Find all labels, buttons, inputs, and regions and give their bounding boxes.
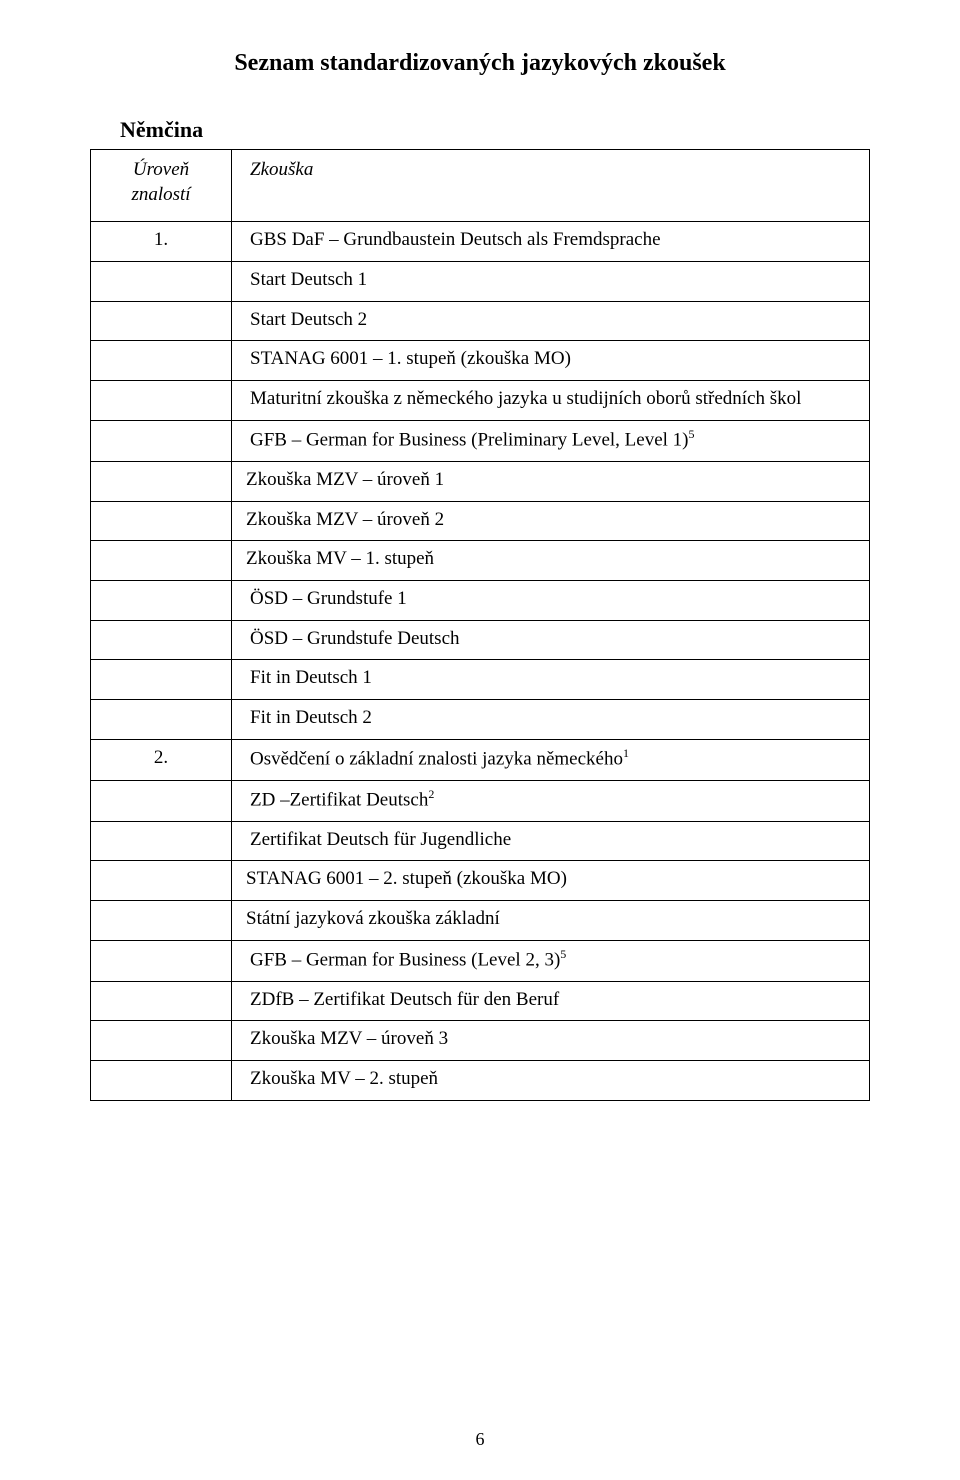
cell-text: Zkouška MZV – úroveň 2 bbox=[232, 501, 870, 541]
cell-text: Start Deutsch 1 bbox=[232, 262, 870, 302]
cell-text: Zkouška MZV – úroveň 1 bbox=[232, 461, 870, 501]
table-row: ÖSD – Grundstufe Deutsch bbox=[91, 620, 870, 660]
cell-text: GBS DaF – Grundbaustein Deutsch als Frem… bbox=[232, 222, 870, 262]
cell-text-inner: ZD –Zertifikat Deutsch bbox=[250, 789, 428, 810]
page-number: 6 bbox=[0, 1429, 960, 1450]
group1-num: 1. bbox=[91, 222, 232, 262]
empty-cell bbox=[91, 901, 232, 941]
table-row: GFB – German for Business (Level 2, 3)5 bbox=[91, 940, 870, 981]
empty-cell bbox=[91, 780, 232, 821]
superscript-5b: 5 bbox=[560, 947, 566, 961]
page-title: Seznam standardizovaných jazykových zkou… bbox=[90, 50, 870, 77]
empty-cell bbox=[91, 660, 232, 700]
table-row: STANAG 6001 – 2. stupeň (zkouška MO) bbox=[91, 861, 870, 901]
header-left-line1: Úroveň bbox=[133, 159, 189, 180]
exams-table: Úroveň znalostí Zkouška 1. GBS DaF – Gru… bbox=[90, 149, 870, 1101]
empty-cell bbox=[91, 940, 232, 981]
empty-cell bbox=[91, 501, 232, 541]
table-row: STANAG 6001 – 1. stupeň (zkouška MO) bbox=[91, 341, 870, 381]
cell-text: GFB – German for Business (Level 2, 3)5 bbox=[232, 940, 870, 981]
header-left: Úroveň znalostí bbox=[91, 150, 232, 222]
table-row: Státní jazyková zkouška základní bbox=[91, 901, 870, 941]
cell-text: GFB – German for Business (Preliminary L… bbox=[232, 420, 870, 461]
table-row: 2. Osvědčení o základní znalosti jazyka … bbox=[91, 739, 870, 780]
cell-text: Fit in Deutsch 2 bbox=[232, 699, 870, 739]
empty-cell bbox=[91, 620, 232, 660]
table-row: Fit in Deutsch 1 bbox=[91, 660, 870, 700]
header-right: Zkouška bbox=[232, 150, 870, 222]
empty-cell bbox=[91, 420, 232, 461]
table-row: Zkouška MZV – úroveň 3 bbox=[91, 1021, 870, 1061]
table-row: Zkouška MZV – úroveň 2 bbox=[91, 501, 870, 541]
cell-text: ZD –Zertifikat Deutsch2 bbox=[232, 780, 870, 821]
header-left-line2: znalostí bbox=[131, 184, 190, 205]
cell-text: ÖSD – Grundstufe Deutsch bbox=[232, 620, 870, 660]
table-row: Fit in Deutsch 2 bbox=[91, 699, 870, 739]
empty-cell bbox=[91, 1061, 232, 1101]
empty-cell bbox=[91, 1021, 232, 1061]
cell-text-inner: Osvědčení o základní znalosti jazyka něm… bbox=[250, 748, 623, 769]
empty-cell bbox=[91, 341, 232, 381]
table-row: 1. GBS DaF – Grundbaustein Deutsch als F… bbox=[91, 222, 870, 262]
empty-cell bbox=[91, 821, 232, 861]
table-header-row: Úroveň znalostí Zkouška bbox=[91, 150, 870, 222]
header-right-label: Zkouška bbox=[250, 159, 313, 180]
table-row: ÖSD – Grundstufe 1 bbox=[91, 580, 870, 620]
table-row: ZD –Zertifikat Deutsch2 bbox=[91, 780, 870, 821]
cell-text: Zkouška MV – 1. stupeň bbox=[232, 541, 870, 581]
cell-text: STANAG 6001 – 1. stupeň (zkouška MO) bbox=[232, 341, 870, 381]
superscript-1: 1 bbox=[623, 746, 629, 760]
cell-text: Státní jazyková zkouška základní bbox=[232, 901, 870, 941]
table-row: GFB – German for Business (Preliminary L… bbox=[91, 420, 870, 461]
cell-text: Osvědčení o základní znalosti jazyka něm… bbox=[232, 739, 870, 780]
table-row: Zkouška MV – 1. stupeň bbox=[91, 541, 870, 581]
cell-text-inner: GFB – German for Business (Preliminary L… bbox=[250, 429, 688, 450]
table-row: Start Deutsch 2 bbox=[91, 301, 870, 341]
section-label: Němčina bbox=[120, 117, 870, 143]
table-row: Zkouška MV – 2. stupeň bbox=[91, 1061, 870, 1101]
table-row: ZDfB – Zertifikat Deutsch für den Beruf bbox=[91, 981, 870, 1021]
superscript-5: 5 bbox=[688, 427, 694, 441]
cell-text: ÖSD – Grundstufe 1 bbox=[232, 580, 870, 620]
empty-cell bbox=[91, 580, 232, 620]
cell-text: Start Deutsch 2 bbox=[232, 301, 870, 341]
empty-cell bbox=[91, 381, 232, 421]
empty-cell bbox=[91, 301, 232, 341]
cell-text: ZDfB – Zertifikat Deutsch für den Beruf bbox=[232, 981, 870, 1021]
cell-text-inner: GFB – German for Business (Level 2, 3) bbox=[250, 949, 560, 970]
cell-text: Fit in Deutsch 1 bbox=[232, 660, 870, 700]
table-row: Maturitní zkouška z německého jazyka u s… bbox=[91, 381, 870, 421]
empty-cell bbox=[91, 262, 232, 302]
cell-text: STANAG 6001 – 2. stupeň (zkouška MO) bbox=[232, 861, 870, 901]
page: Seznam standardizovaných jazykových zkou… bbox=[0, 0, 960, 1480]
table-row: Start Deutsch 1 bbox=[91, 262, 870, 302]
table-row: Zertifikat Deutsch für Jugendliche bbox=[91, 821, 870, 861]
cell-text: Zkouška MV – 2. stupeň bbox=[232, 1061, 870, 1101]
empty-cell bbox=[91, 699, 232, 739]
table-row: Zkouška MZV – úroveň 1 bbox=[91, 461, 870, 501]
empty-cell bbox=[91, 461, 232, 501]
empty-cell bbox=[91, 861, 232, 901]
group2-num: 2. bbox=[91, 739, 232, 780]
superscript-2: 2 bbox=[428, 787, 434, 801]
empty-cell bbox=[91, 981, 232, 1021]
cell-text: Zkouška MZV – úroveň 3 bbox=[232, 1021, 870, 1061]
cell-text: Zertifikat Deutsch für Jugendliche bbox=[232, 821, 870, 861]
cell-text: Maturitní zkouška z německého jazyka u s… bbox=[232, 381, 870, 421]
empty-cell bbox=[91, 541, 232, 581]
